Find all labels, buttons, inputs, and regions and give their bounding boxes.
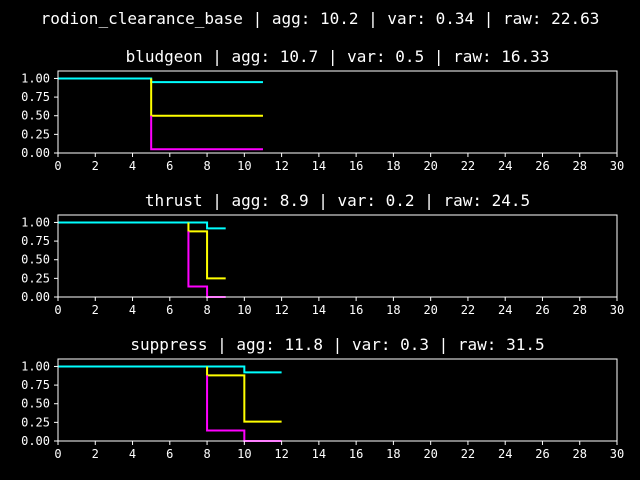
y-tick-label: 0.25	[21, 415, 50, 429]
y-tick-label: 0.75	[21, 234, 50, 248]
x-tick-label: 4	[129, 447, 136, 461]
x-tick-label: 2	[92, 159, 99, 173]
axes-frame	[57, 70, 618, 154]
subplot-title: thrust | agg: 8.9 | var: 0.2 | raw: 24.5	[145, 191, 530, 210]
series-line-2	[187, 222, 226, 280]
x-tick-label: 28	[573, 303, 587, 317]
subplot-2: thrust | agg: 8.9 | var: 0.2 | raw: 24.5…	[21, 191, 624, 317]
x-tick-label: 24	[498, 447, 512, 461]
figure-suptitle: rodion_clearance_base | agg: 10.2 | var:…	[41, 9, 600, 28]
y-tick-label: 0.00	[21, 146, 50, 160]
y-tick-label: 1.00	[21, 359, 50, 373]
x-tick-label: 8	[203, 159, 210, 173]
x-tick-label: 18	[386, 447, 400, 461]
series-line-1	[58, 365, 282, 374]
x-tick-label: 22	[461, 159, 475, 173]
y-tick-label: 0.50	[21, 253, 50, 267]
x-tick-label: 16	[349, 447, 363, 461]
x-tick-label: 22	[461, 447, 475, 461]
subplot-title: suppress | agg: 11.8 | var: 0.3 | raw: 3…	[130, 335, 544, 354]
x-tick-label: 30	[610, 447, 624, 461]
x-tick-label: 18	[386, 159, 400, 173]
x-tick-label: 20	[423, 303, 437, 317]
x-tick-label: 16	[349, 159, 363, 173]
x-tick-label: 10	[237, 303, 251, 317]
x-tick-label: 12	[274, 159, 288, 173]
x-tick-label: 26	[535, 159, 549, 173]
y-tick-label: 0.00	[21, 434, 50, 448]
x-tick-label: 10	[237, 447, 251, 461]
x-tick-label: 20	[423, 447, 437, 461]
x-tick-label: 26	[535, 303, 549, 317]
x-tick-label: 0	[54, 447, 61, 461]
x-tick-label: 14	[312, 447, 326, 461]
x-tick-label: 26	[535, 447, 549, 461]
x-tick-label: 4	[129, 159, 136, 173]
subplot-3: suppress | agg: 11.8 | var: 0.3 | raw: 3…	[21, 335, 624, 461]
x-tick-label: 22	[461, 303, 475, 317]
x-tick-label: 2	[92, 447, 99, 461]
x-tick-label: 20	[423, 159, 437, 173]
x-tick-label: 6	[166, 159, 173, 173]
series-line-2	[206, 366, 282, 423]
y-tick-label: 0.50	[21, 109, 50, 123]
y-tick-label: 0.75	[21, 90, 50, 104]
y-tick-label: 1.00	[21, 71, 50, 85]
y-tick-label: 0.00	[21, 290, 50, 304]
x-tick-label: 0	[54, 159, 61, 173]
x-tick-label: 4	[129, 303, 136, 317]
x-tick-label: 18	[386, 303, 400, 317]
subplot-title: bludgeon | agg: 10.7 | var: 0.5 | raw: 1…	[126, 47, 550, 66]
subplot-1: bludgeon | agg: 10.7 | var: 0.5 | raw: 1…	[21, 47, 624, 173]
y-tick-label: 1.00	[21, 215, 50, 229]
series-line-1	[58, 221, 226, 230]
series-line-1	[58, 77, 263, 84]
axes-frame	[57, 358, 618, 442]
x-tick-label: 24	[498, 303, 512, 317]
x-tick-label: 12	[274, 447, 288, 461]
x-tick-label: 24	[498, 159, 512, 173]
x-tick-label: 28	[573, 447, 587, 461]
x-tick-label: 30	[610, 159, 624, 173]
x-tick-label: 14	[312, 303, 326, 317]
y-tick-label: 0.25	[21, 271, 50, 285]
x-tick-label: 14	[312, 159, 326, 173]
x-tick-label: 30	[610, 303, 624, 317]
x-tick-label: 10	[237, 159, 251, 173]
x-tick-label: 0	[54, 303, 61, 317]
x-tick-label: 12	[274, 303, 288, 317]
x-tick-label: 6	[166, 303, 173, 317]
x-tick-label: 8	[203, 303, 210, 317]
y-tick-label: 0.25	[21, 127, 50, 141]
x-tick-label: 6	[166, 447, 173, 461]
series-line-3	[150, 115, 263, 151]
y-tick-label: 0.50	[21, 397, 50, 411]
axes-frame	[57, 214, 618, 298]
x-tick-label: 8	[203, 447, 210, 461]
x-tick-label: 16	[349, 303, 363, 317]
x-tick-label: 28	[573, 159, 587, 173]
series-line-2	[150, 78, 263, 117]
y-tick-label: 0.75	[21, 378, 50, 392]
x-tick-label: 2	[92, 303, 99, 317]
